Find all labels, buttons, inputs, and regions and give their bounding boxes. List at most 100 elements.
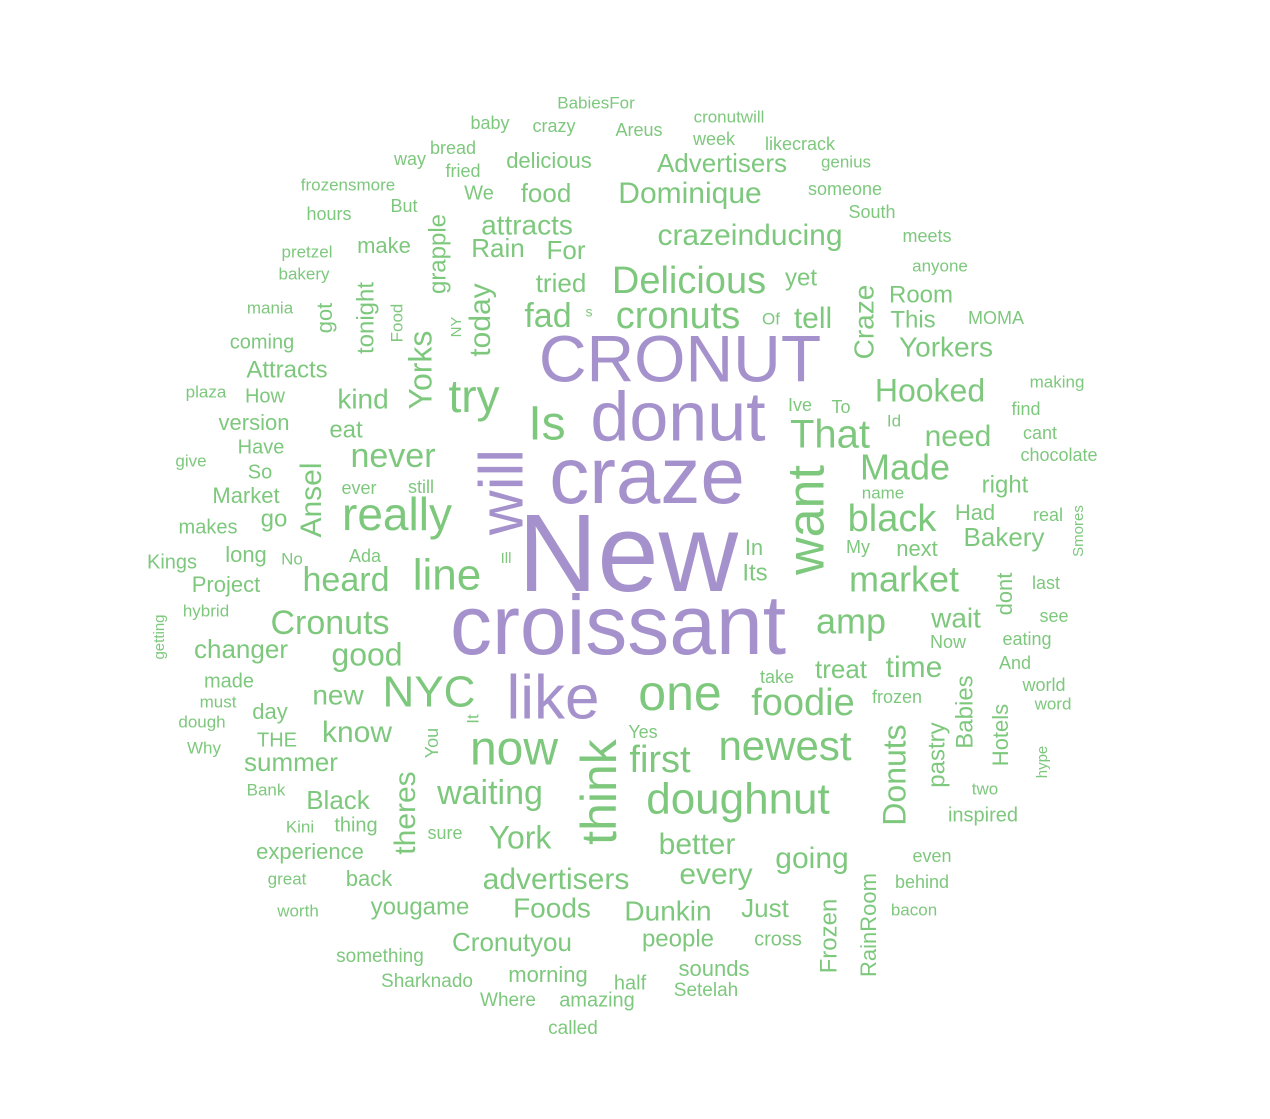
word-made: Made bbox=[860, 447, 950, 488]
word-dough: dough bbox=[178, 712, 225, 731]
word-ada: Ada bbox=[349, 546, 382, 566]
word-ansel: Ansel bbox=[295, 462, 328, 537]
word-amazing: amazing bbox=[559, 989, 635, 1011]
word-craze: Craze bbox=[848, 285, 879, 360]
word-it: It bbox=[463, 714, 482, 724]
word-hotels: Hotels bbox=[988, 704, 1013, 766]
word-word: word bbox=[1034, 694, 1072, 713]
word-advertisers: Advertisers bbox=[657, 148, 787, 178]
word-ever: ever bbox=[341, 478, 376, 498]
word-kings: Kings bbox=[147, 551, 197, 573]
word-will: will bbox=[467, 449, 536, 536]
word-dunkin: Dunkin bbox=[624, 895, 711, 926]
word-tried: tried bbox=[536, 268, 587, 298]
word-heard: heard bbox=[303, 561, 390, 599]
word-dominique: Dominique bbox=[618, 177, 761, 210]
word-now: Now bbox=[930, 632, 967, 652]
word-kind: kind bbox=[337, 383, 388, 414]
word-black: black bbox=[848, 498, 938, 540]
word-great: great bbox=[268, 869, 307, 888]
word-york: York bbox=[489, 819, 553, 855]
word-had: Had bbox=[955, 500, 995, 525]
word-foods: Foods bbox=[513, 892, 591, 923]
word-its: Its bbox=[742, 559, 767, 586]
word-the: THE bbox=[257, 729, 297, 751]
word-anyone: anyone bbox=[912, 256, 968, 275]
word-no: No bbox=[281, 549, 303, 568]
word-donuts: Donuts bbox=[876, 724, 912, 825]
word-is: Is bbox=[528, 398, 565, 451]
word-yorks: Yorks bbox=[402, 331, 438, 410]
word-last: last bbox=[1032, 573, 1060, 593]
word-know: know bbox=[322, 716, 392, 749]
word-version: version bbox=[219, 410, 290, 435]
word-rainroom: RainRoom bbox=[856, 873, 881, 977]
word-new: new bbox=[312, 679, 364, 710]
word-experience: experience bbox=[256, 839, 364, 864]
word-yorkers: Yorkers bbox=[899, 331, 993, 362]
word-treat: treat bbox=[815, 654, 868, 684]
word-we: We bbox=[464, 182, 494, 204]
word-moma: MOMA bbox=[968, 308, 1024, 328]
word-made: made bbox=[204, 670, 254, 692]
word-next: next bbox=[896, 536, 938, 561]
word-something: something bbox=[336, 946, 424, 967]
word-meets: meets bbox=[902, 226, 951, 246]
word-waiting: waiting bbox=[436, 774, 543, 812]
word-ive: Ive bbox=[788, 395, 812, 415]
word-someone: someone bbox=[808, 179, 882, 199]
word-why: Why bbox=[187, 738, 222, 757]
word-rain: Rain bbox=[471, 233, 524, 263]
word-half: half bbox=[614, 972, 647, 994]
word-you: You bbox=[422, 728, 442, 758]
word-getting: getting bbox=[151, 614, 168, 659]
word-take: take bbox=[760, 667, 794, 687]
word-sharknado: Sharknado bbox=[381, 971, 473, 992]
word-just: Just bbox=[741, 893, 789, 923]
word-hooked: Hooked bbox=[875, 372, 985, 408]
word-summer: summer bbox=[244, 747, 338, 777]
word-market: market bbox=[849, 559, 959, 600]
word-so: So bbox=[248, 461, 272, 483]
word-like: like bbox=[506, 663, 599, 732]
word-have: Have bbox=[238, 436, 285, 458]
word-tell: tell bbox=[794, 302, 832, 335]
word-theres: theres bbox=[389, 771, 422, 854]
word-back: back bbox=[346, 866, 393, 891]
word-fad: fad bbox=[524, 297, 571, 335]
word-smores: Smores bbox=[1070, 505, 1087, 557]
word-sounds: sounds bbox=[679, 956, 750, 981]
word-cronuts: Cronuts bbox=[270, 604, 389, 642]
word-babies: Babies bbox=[951, 675, 978, 748]
word-crazeinducing: crazeinducing bbox=[657, 219, 842, 252]
word-worth: worth bbox=[276, 901, 319, 920]
word-genius: genius bbox=[821, 152, 871, 171]
word-bakery: bakery bbox=[278, 264, 330, 283]
word-want: want bbox=[778, 465, 836, 576]
word-bank: Bank bbox=[247, 780, 286, 799]
word-world: world bbox=[1021, 675, 1065, 695]
word-crazy: crazy bbox=[532, 116, 575, 136]
word-where: Where bbox=[480, 990, 536, 1011]
word-advertisers: advertisers bbox=[483, 863, 630, 896]
word-inspired: inspired bbox=[948, 804, 1018, 826]
word-in: In bbox=[745, 535, 763, 560]
word-real: real bbox=[1033, 505, 1063, 525]
word-pretzel: pretzel bbox=[281, 242, 332, 261]
word-baby: baby bbox=[470, 113, 509, 133]
word-makes: makes bbox=[179, 516, 238, 538]
word-for: For bbox=[547, 235, 586, 265]
word-grapple: grapple bbox=[424, 214, 451, 294]
word-go: go bbox=[261, 505, 288, 532]
word-that: That bbox=[790, 413, 870, 457]
word-right: right bbox=[982, 471, 1029, 498]
word-new: New bbox=[518, 492, 739, 615]
word-way: way bbox=[393, 149, 426, 169]
word-delicious: delicious bbox=[506, 148, 592, 173]
word-donut: donut bbox=[590, 377, 765, 455]
word-but: But bbox=[390, 196, 417, 216]
word-name: name bbox=[862, 483, 905, 502]
word-going: going bbox=[775, 842, 848, 875]
